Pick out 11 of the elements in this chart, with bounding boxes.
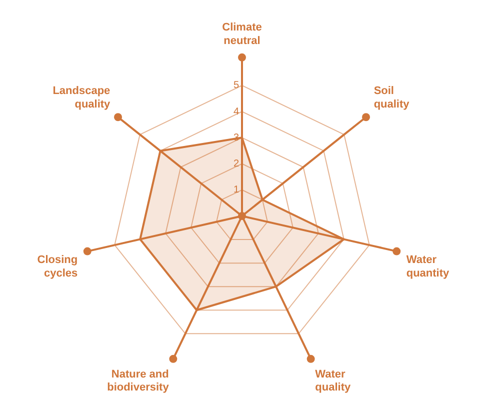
spoke-label: Landscape quality <box>52 85 112 110</box>
spoke-label: Water quantity <box>406 254 450 280</box>
spoke-label: Nature and biodiversity <box>107 368 170 394</box>
spoke-label: Soil quality <box>374 85 410 110</box>
y-tick-label: 5 <box>233 80 240 92</box>
y-tick-label: 2 <box>233 158 240 170</box>
y-tick-label: 4 <box>233 106 240 118</box>
spoke-label: Water quality <box>315 368 352 394</box>
spoke-label: Closing cycles <box>37 254 78 280</box>
y-tick-label: 1 <box>233 184 240 196</box>
spoke-label: Climate neutral <box>222 22 262 47</box>
